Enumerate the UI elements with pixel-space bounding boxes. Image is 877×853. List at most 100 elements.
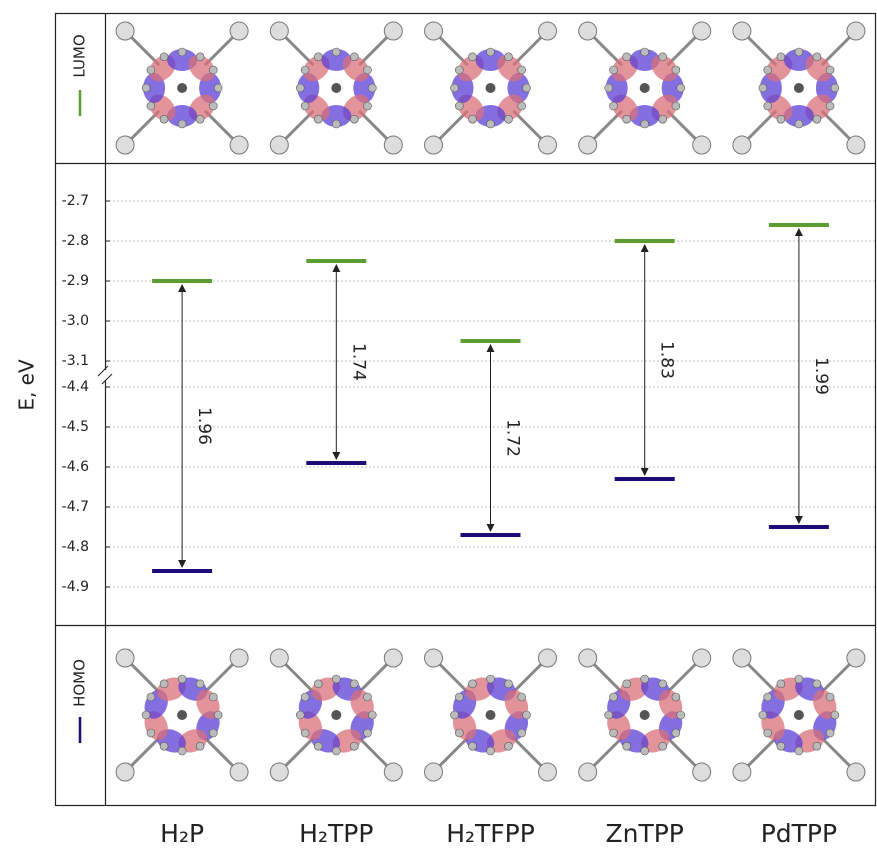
atom: [641, 747, 649, 755]
x-tick-label: ZnTPP: [605, 819, 683, 848]
atom: [605, 84, 613, 92]
y-tick-label: -2.9: [62, 273, 89, 289]
atom: [677, 711, 685, 719]
atom: [847, 763, 865, 781]
atom: [659, 53, 667, 61]
atom: [733, 763, 751, 781]
atom: [693, 22, 711, 40]
atom: [610, 102, 618, 110]
atom: [160, 742, 168, 750]
atom: [733, 136, 751, 154]
atom: [142, 84, 150, 92]
atom: [623, 742, 631, 750]
atom: [214, 84, 222, 92]
center-atom: [486, 83, 496, 93]
atom: [178, 747, 186, 755]
atom: [610, 693, 618, 701]
atom: [230, 22, 248, 40]
atom: [764, 66, 772, 74]
center-atom: [331, 83, 341, 93]
molecule: [270, 649, 402, 781]
atom: [142, 711, 150, 719]
atom: [301, 693, 309, 701]
atom: [469, 742, 477, 750]
atom: [350, 742, 358, 750]
atom: [672, 66, 680, 74]
atom: [641, 48, 649, 56]
atom: [451, 711, 459, 719]
center-atom: [331, 710, 341, 720]
molecule: [116, 649, 248, 781]
atom: [623, 53, 631, 61]
axis-break-gap: [99, 370, 111, 380]
atom: [363, 729, 371, 737]
atom: [523, 84, 531, 92]
molecule: [270, 22, 402, 154]
atom: [209, 66, 217, 74]
atom: [363, 693, 371, 701]
atom: [469, 53, 477, 61]
atom: [518, 729, 526, 737]
atom: [363, 102, 371, 110]
atom: [214, 711, 222, 719]
atom: [363, 66, 371, 74]
legend-label: HOMO: [71, 659, 89, 707]
atom: [270, 649, 288, 667]
atom: [425, 763, 443, 781]
atom: [116, 763, 134, 781]
atom: [777, 680, 785, 688]
x-tick-label: PdTPP: [761, 819, 837, 848]
atom: [733, 649, 751, 667]
y-tick-label: -4.9: [62, 579, 89, 595]
atom: [160, 115, 168, 123]
atom: [539, 136, 557, 154]
atom: [455, 102, 463, 110]
atom: [539, 763, 557, 781]
molecule: [733, 649, 865, 781]
atom: [178, 675, 186, 683]
atom: [270, 763, 288, 781]
atom: [384, 763, 402, 781]
atom: [693, 649, 711, 667]
atom: [518, 102, 526, 110]
atom: [178, 120, 186, 128]
molecule: [733, 22, 865, 154]
center-atom: [640, 83, 650, 93]
atom: [296, 84, 304, 92]
atom: [314, 742, 322, 750]
center-atom: [486, 710, 496, 720]
y-tick-label: -4.4: [62, 379, 89, 395]
atom: [623, 680, 631, 688]
atom: [230, 649, 248, 667]
atom: [314, 115, 322, 123]
y-axis-label: E, eV: [15, 359, 39, 411]
atom: [623, 115, 631, 123]
atom: [350, 115, 358, 123]
atom: [160, 680, 168, 688]
center-atom: [794, 83, 804, 93]
atom: [314, 53, 322, 61]
atom: [487, 747, 495, 755]
atom: [425, 22, 443, 40]
atom: [733, 22, 751, 40]
atom: [677, 84, 685, 92]
atom: [539, 22, 557, 40]
center-atom: [640, 710, 650, 720]
molecule: [425, 22, 557, 154]
atom: [518, 66, 526, 74]
gap-label: 1.96: [194, 407, 214, 445]
gap-label: 1.72: [503, 419, 523, 457]
atom: [487, 120, 495, 128]
atom: [539, 649, 557, 667]
atom: [693, 136, 711, 154]
y-tick-label: -2.8: [62, 233, 89, 249]
gap-label: 1.83: [657, 341, 677, 379]
atom: [469, 680, 477, 688]
atom: [301, 66, 309, 74]
atom: [610, 729, 618, 737]
atom: [425, 136, 443, 154]
y-tick-label: -4.5: [62, 419, 89, 435]
atom: [764, 102, 772, 110]
atom: [579, 763, 597, 781]
atom: [505, 742, 513, 750]
